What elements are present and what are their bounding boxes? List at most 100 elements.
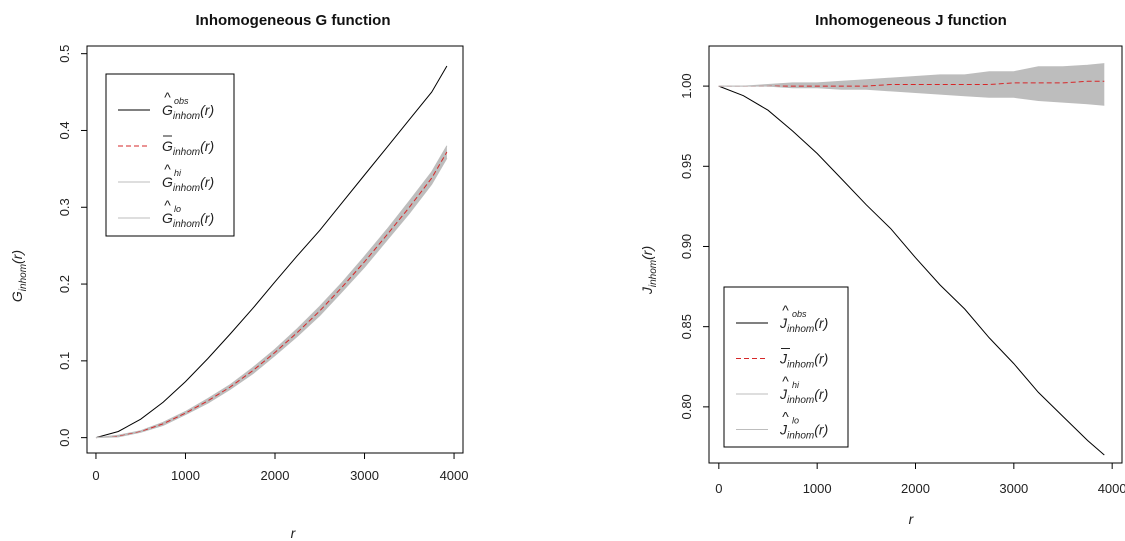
legend-base: J [779,351,788,367]
legend-sup: lo [174,204,181,214]
y-tick-label: 0.3 [57,198,72,216]
y-tick-label: 0.85 [679,314,694,339]
legend-base: J [779,386,788,402]
legend-label: Jinhom(r) [779,315,828,335]
series-line-obs [95,65,448,439]
legend-sup: obs [174,96,189,106]
legend-label: Jinhom(r) [779,351,828,371]
legend-arg: (r) [200,210,214,226]
chart-title: Inhomogeneous G function [196,12,391,29]
legend-arg: (r) [200,102,214,118]
legend-hat: ^ [164,197,171,213]
y-tick-label: 1.00 [679,73,694,98]
legend-entry: ^Ginhom(r)lo [162,197,214,230]
legend-hat: ^ [782,409,789,425]
legend-entry: ^Ginhom(r)obs [162,89,214,122]
legend-label: Jinhom(r) [779,386,828,406]
x-tick-label: 3000 [999,481,1028,496]
y-tick-label: 0.80 [679,394,694,419]
x-tick-label: 2000 [901,481,930,496]
legend-arg: (r) [814,351,828,367]
axes: 0 1000 2000 3000 4000 0.80 0.85 0.90 0.95 1.00 [679,45,1125,496]
legend-label: Jinhom(r) [779,422,828,442]
x-tick-label: 4000 [440,468,469,483]
legend-entry: Ginhom(r) [162,135,214,158]
legend-base: J [779,315,788,331]
y-label-arg: (r) [9,250,25,264]
legend-label: Ginhom(r) [162,102,214,122]
x-tick-label: 1000 [171,468,200,483]
legend-sub: inhom [787,395,814,406]
legend-box [723,286,849,448]
legend-sub: inhom [173,183,200,194]
x-axis-label: r [291,525,297,541]
legend-sup: lo [792,416,799,426]
x-tick-label: 1000 [803,481,832,496]
y-label-sub: inhom [18,264,29,291]
y-tick-label: 0.4 [57,121,72,139]
legend-sub: inhom [173,111,200,122]
legend-label: Ginhom(r) [162,210,214,230]
legend-arg: (r) [200,138,214,154]
legend-sub: inhom [787,431,814,442]
series-line-hi [95,145,448,439]
y-tick-label: 0.0 [57,429,72,447]
legend-hat: ^ [164,89,171,105]
series-line-obs [718,85,1105,456]
legend-sub: inhom [787,360,814,371]
legend-entry: ^Jinhom(r)obs [779,302,828,335]
legend-entry: ^Jinhom(r)hi [779,373,828,406]
x-axis-label: r [909,511,915,527]
x-tick-label: 2000 [261,468,290,483]
y-label-arg: (r) [639,246,655,260]
legend-sub: inhom [787,324,814,335]
y-axis-label-text: Ginhom(r) [9,250,29,302]
legend-base: G [162,102,173,118]
y-axis-label: Jinhom(r) [639,246,659,295]
legend-box [105,73,235,237]
legend-entry: ^Jinhom(r)lo [779,409,828,442]
legend-sup: obs [792,309,807,319]
legend-sup: hi [792,380,800,390]
legend-arg: (r) [814,315,828,331]
series-line-lo [95,157,448,439]
legend-arg: (r) [814,422,828,438]
legend-base: J [779,422,788,438]
series-line-theo [95,151,448,439]
series-line-theo [718,80,1105,87]
y-axis-label: Ginhom(r) [9,250,29,302]
y-tick-label: 0.1 [57,352,72,370]
legend-hat: ^ [164,161,171,177]
x-tick-label: 3000 [350,468,379,483]
plot-area [95,65,448,439]
series-line-hi [718,63,1105,87]
y-label-base: G [9,291,25,302]
legend-base: G [162,138,173,154]
y-tick-label: 0.2 [57,275,72,293]
legend-label: Ginhom(r) [162,174,214,194]
legend-hat: ^ [782,302,789,318]
legend-label: Ginhom(r) [162,138,214,158]
legend-arg: (r) [814,386,828,402]
legend-hat: ^ [782,373,789,389]
legend-sub: inhom [173,219,200,230]
legend-sub: inhom [173,147,200,158]
x-tick-label: 0 [715,481,722,496]
legend: ^Jinhom(r)obsJinhom(r)^Jinhom(r)hi^Jinho… [723,286,849,448]
legend-entry: ^Ginhom(r)hi [162,161,214,194]
y-tick-label: 0.95 [679,154,694,179]
series-line-lo [718,85,1105,106]
legend-arg: (r) [200,174,214,190]
axes: 0 1000 2000 3000 4000 0.0 0.1 0.2 0.3 0.4 0.5 [57,45,469,483]
legend-base: G [162,174,173,190]
legend: ^Ginhom(r)obsGinhom(r)^Ginhom(r)hi^Ginho… [105,73,235,237]
g-function-panel: Inhomogeneous G function 0 1000 2000 3000 40… [9,12,469,541]
legend-sup: hi [174,168,182,178]
x-tick-label: 4000 [1098,481,1125,496]
legend-base: G [162,210,173,226]
y-tick-label: 0.5 [57,45,72,63]
x-tick-label: 0 [92,468,99,483]
y-axis-label-text: Jinhom(r) [639,246,659,295]
plot-area [718,63,1105,456]
